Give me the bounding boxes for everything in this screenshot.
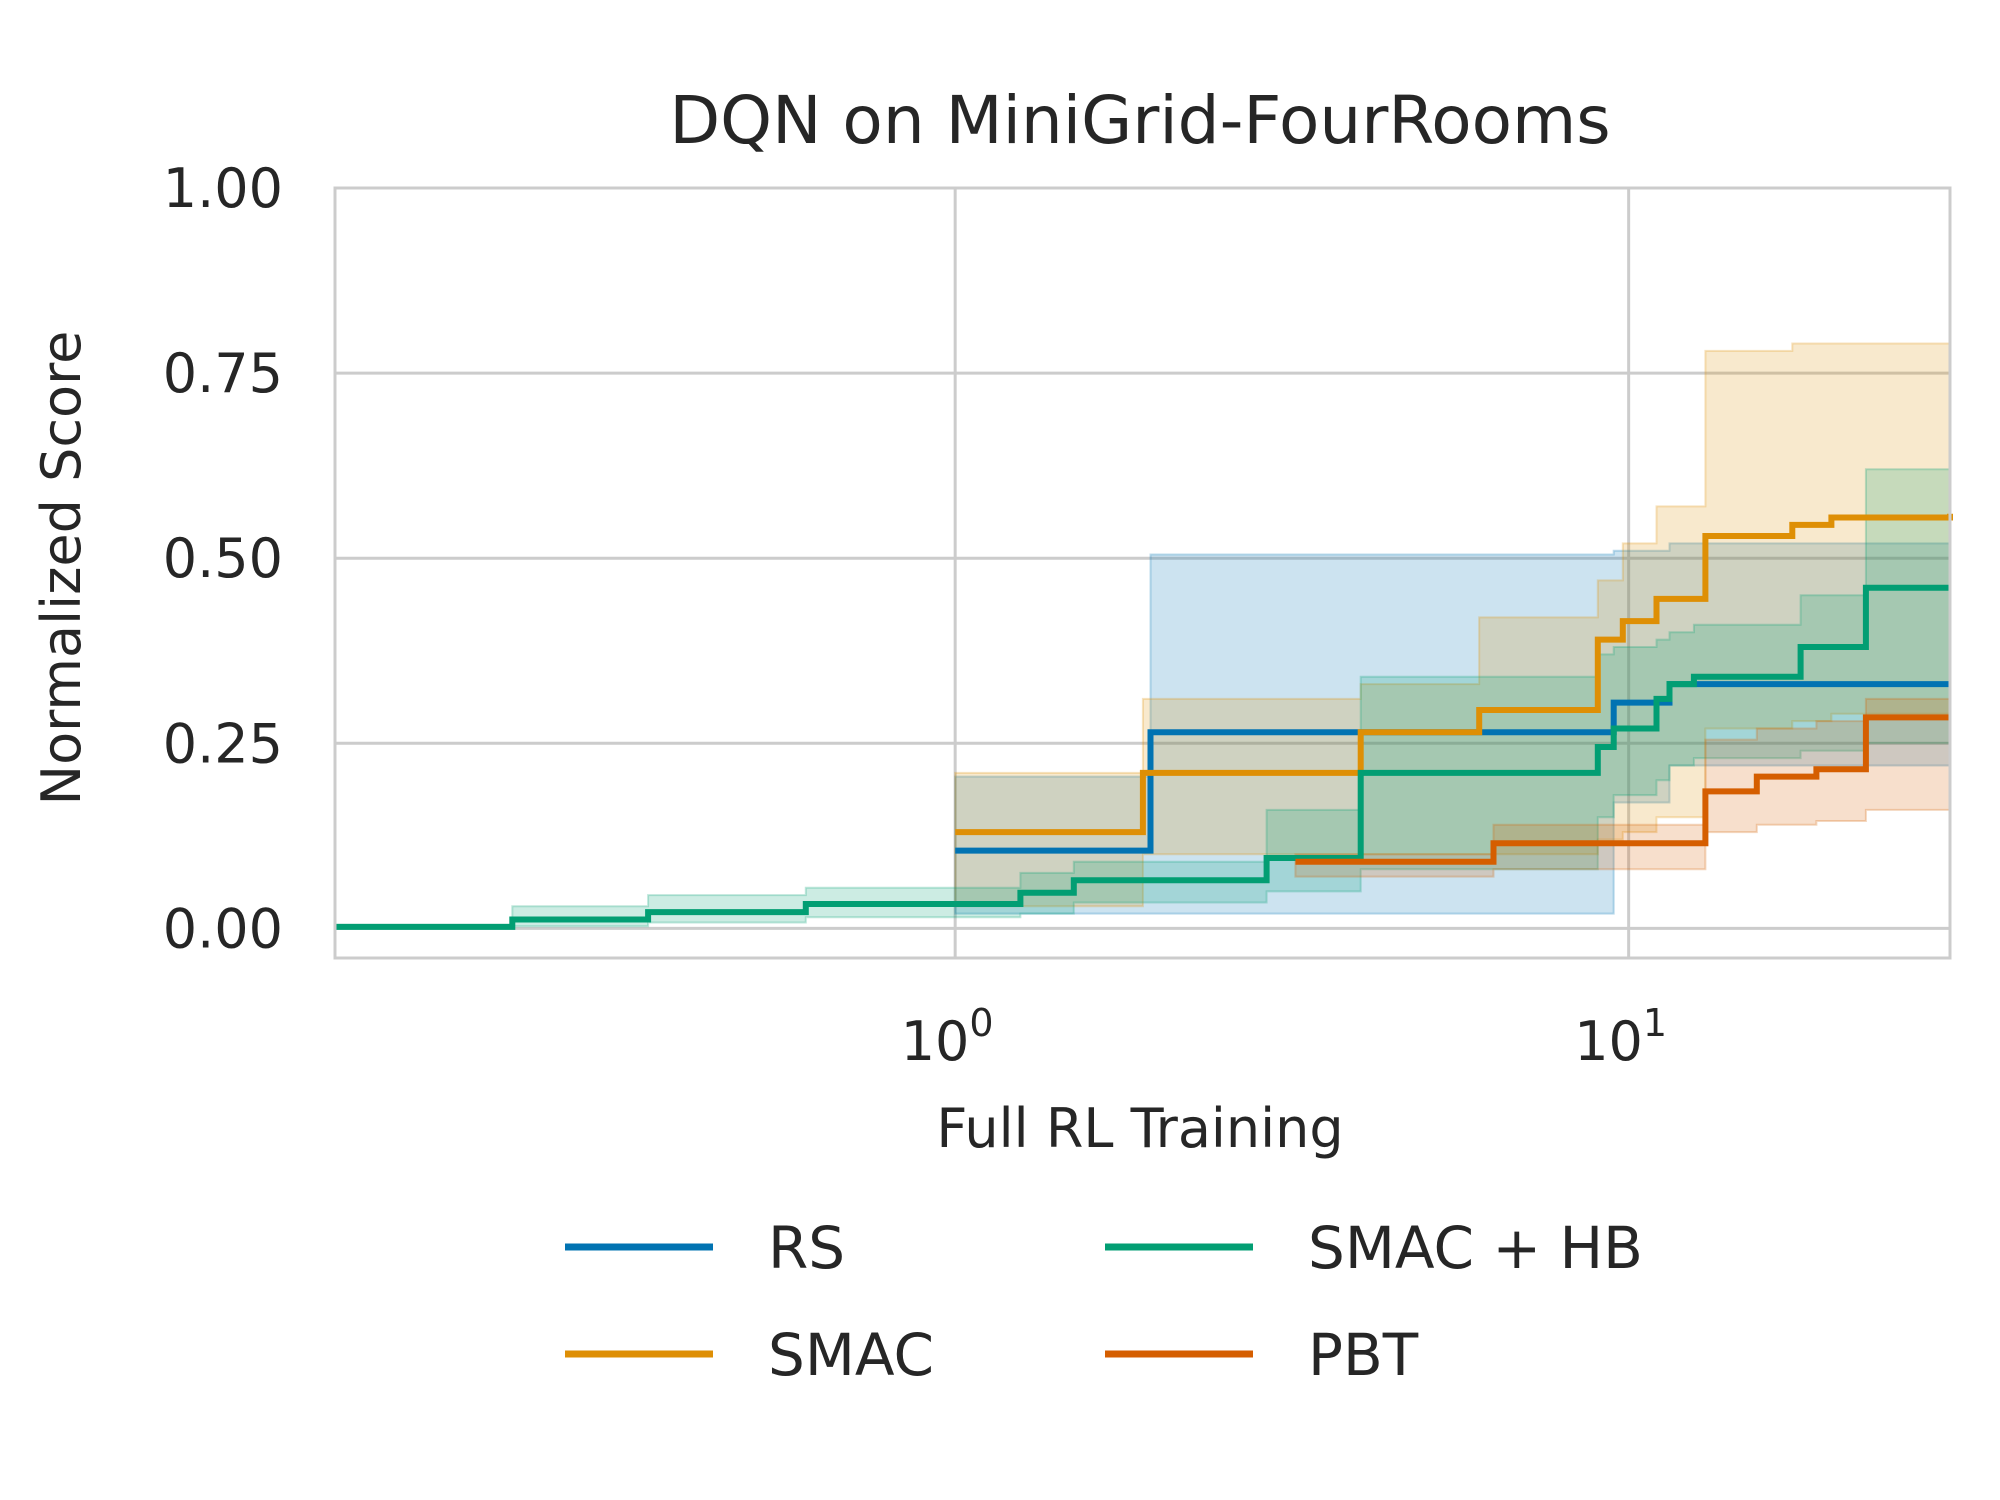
legend-label-smac: SMAC [768,1321,934,1389]
series-lines [335,513,1953,930]
y-tick-label: 1.00 [163,157,283,220]
y-tick-label: 0.00 [163,897,283,960]
y-tick-label: 0.50 [163,527,283,590]
x-tick-label: 100 [901,1001,994,1073]
chart-title: DQN on MiniGrid-FourRooms [669,82,1610,159]
legend: RS SMAC + HB SMAC PBT [565,1214,1643,1389]
plot-grid [335,186,1950,958]
confidence-bands [334,336,1951,930]
x-tick-exponent: 0 [969,1001,993,1045]
line-smac-hb [335,584,1950,930]
legend-label-pbt: PBT [1308,1321,1419,1389]
y-axis-ticks: 0.00 0.25 0.50 0.75 1.00 [163,157,283,960]
legend-label-smac-hb: SMAC + HB [1308,1214,1643,1282]
x-tick-base: 10 [901,1010,970,1073]
line-pbt [1295,714,1950,865]
x-tick-exponent: 1 [1643,1001,1667,1045]
y-tick-label: 0.75 [163,342,283,405]
line-smac [955,513,1953,836]
plot-frame [333,186,1952,960]
x-axis-ticks: 100 101 [901,1001,1667,1073]
x-tick-label: 101 [1574,1001,1667,1073]
y-axis-label: Normalized Score [30,331,93,806]
x-axis-label: Full RL Training [936,1097,1343,1160]
x-tick-base: 10 [1574,1010,1643,1073]
legend-label-rs: RS [768,1214,845,1282]
y-tick-label: 0.25 [163,712,283,775]
